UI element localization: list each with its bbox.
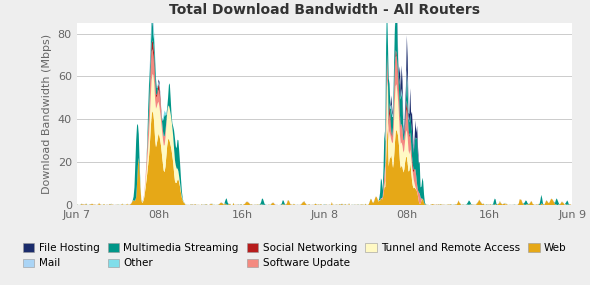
Legend: File Hosting, Mail, Multimedia Streaming, Other, Social Networking, Software Upd: File Hosting, Mail, Multimedia Streaming…	[23, 243, 566, 268]
Title: Total Download Bandwidth - All Routers: Total Download Bandwidth - All Routers	[169, 3, 480, 17]
Y-axis label: Download Bandwidth (Mbps): Download Bandwidth (Mbps)	[42, 34, 52, 194]
